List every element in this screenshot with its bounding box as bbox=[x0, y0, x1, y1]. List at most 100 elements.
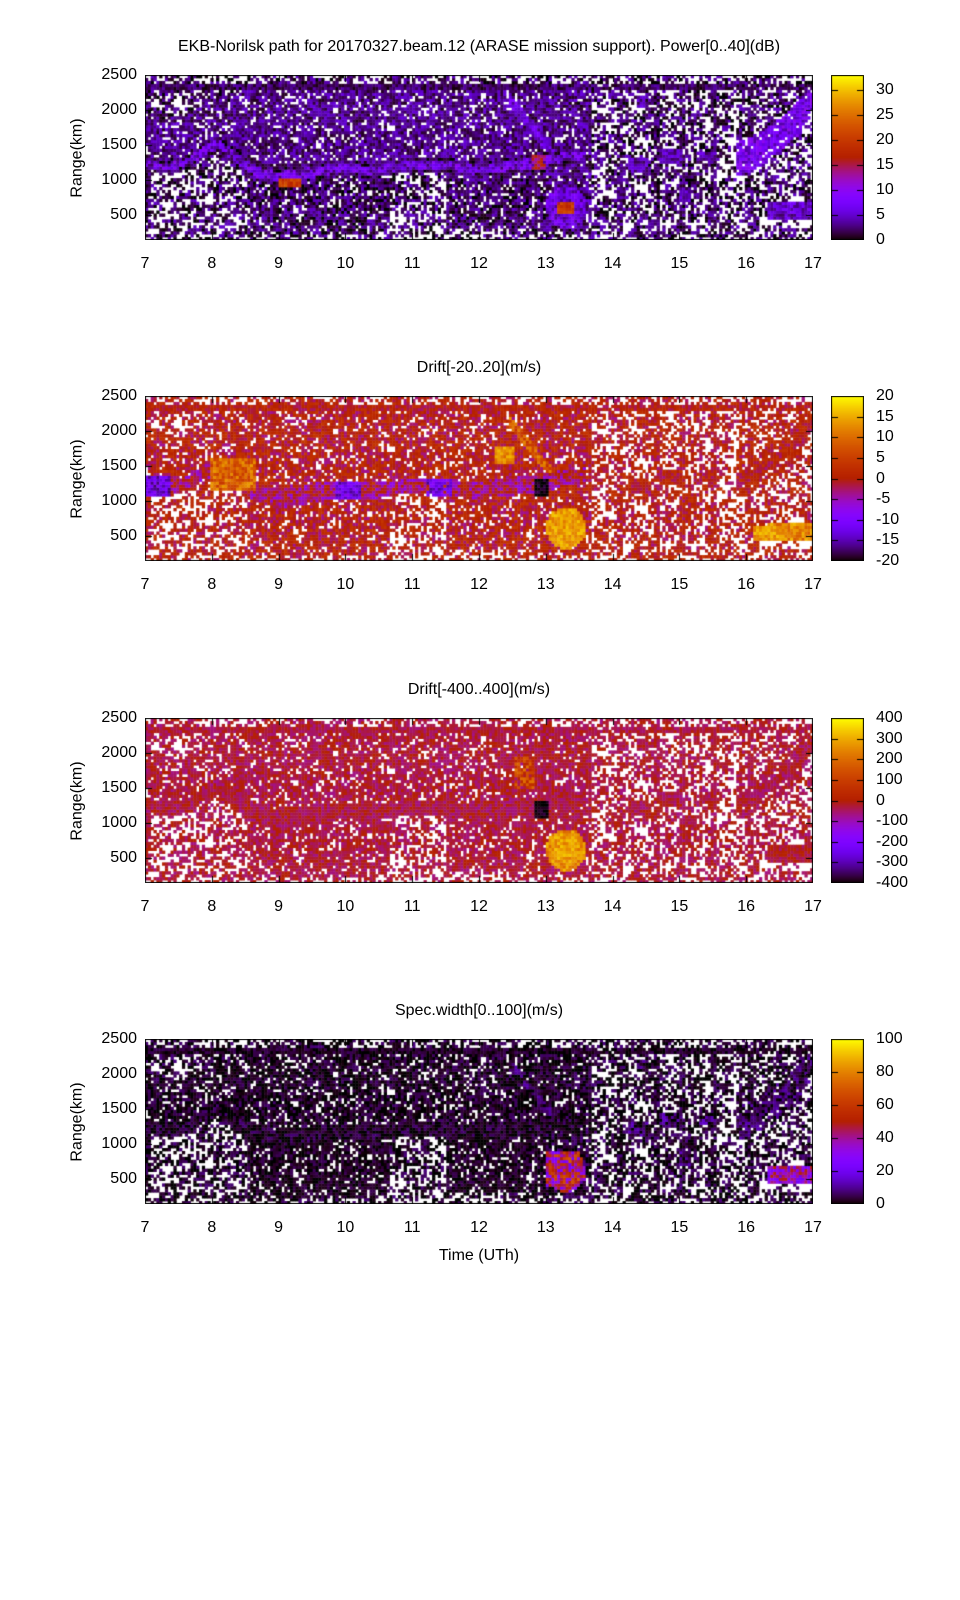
colorbar-tick-label: -300 bbox=[876, 853, 909, 871]
x-tick-label: 11 bbox=[403, 576, 421, 593]
colorbar-tick-label: 25 bbox=[876, 106, 894, 123]
colorbar-tick-label: 20 bbox=[876, 131, 894, 148]
y-tick-label: 1000 bbox=[101, 1135, 137, 1152]
x-tick-label: 8 bbox=[207, 1219, 217, 1236]
y-tick-label: 1500 bbox=[101, 779, 137, 796]
x-tick-label: 11 bbox=[403, 898, 421, 915]
y-tick-label: 2500 bbox=[101, 66, 137, 83]
x-tick-label: 17 bbox=[804, 576, 822, 593]
colorbar-tick-label: -20 bbox=[876, 552, 900, 569]
colorbar-tick-label: 0 bbox=[876, 1195, 885, 1212]
x-tick-label: 16 bbox=[737, 576, 756, 593]
x-tick-label: 9 bbox=[274, 898, 284, 915]
x-tick-label: 16 bbox=[737, 898, 756, 915]
colorbar-tick-label: 0 bbox=[876, 791, 885, 809]
colorbar-tick-label: 80 bbox=[876, 1063, 894, 1080]
x-tick-label: 7 bbox=[140, 898, 150, 915]
colorbar-tick-label: -5 bbox=[876, 490, 891, 508]
x-tick-label: 11 bbox=[403, 255, 421, 272]
colorbar-tick-label: 20 bbox=[876, 1162, 894, 1179]
x-tick-label: 9 bbox=[274, 576, 284, 593]
panel-title-drift20: Drift[-20..20](m/s) bbox=[416, 359, 542, 376]
x-tick-label: 8 bbox=[207, 255, 217, 272]
y-tick-label: 2000 bbox=[101, 744, 137, 761]
colorbar-tick-label: 15 bbox=[876, 407, 894, 425]
y-tick-label: 500 bbox=[110, 1170, 137, 1187]
colorbar-tick-label: -400 bbox=[876, 874, 909, 891]
y-tick-label: 2500 bbox=[101, 387, 137, 404]
colorbar-tick-label: -10 bbox=[876, 510, 900, 528]
x-tick-label: 15 bbox=[670, 255, 689, 272]
x-tick-label: 15 bbox=[670, 1219, 689, 1236]
y-tick-label: 1000 bbox=[101, 814, 137, 831]
x-tick-label: 7 bbox=[140, 1219, 150, 1236]
y-tick-label: 1500 bbox=[101, 136, 137, 153]
colorbar-tick-label: 0 bbox=[876, 231, 885, 248]
x-tick-label: 7 bbox=[140, 255, 150, 272]
x-tick-label: 8 bbox=[207, 898, 217, 915]
colorbar-tick-label: 5 bbox=[876, 448, 885, 466]
x-tick-label: 8 bbox=[207, 576, 217, 593]
y-tick-label: 2500 bbox=[101, 1030, 137, 1047]
colorbar-tick-label: 10 bbox=[876, 428, 894, 446]
colorbar-tick-label: 40 bbox=[876, 1129, 894, 1146]
colorbar-tick-label: 30 bbox=[876, 81, 894, 98]
x-tick-label: 17 bbox=[804, 255, 822, 272]
x-tick-label: 10 bbox=[336, 576, 355, 593]
colorbar-power bbox=[831, 75, 864, 240]
colorbar-tick-label: 300 bbox=[876, 729, 903, 747]
heatmap-canvas-drift20 bbox=[145, 396, 813, 561]
y-tick-label: 2000 bbox=[101, 101, 137, 118]
colorbar-tick-label: 200 bbox=[876, 750, 903, 768]
x-tick-label: 17 bbox=[804, 1219, 822, 1236]
y-tick-label: 1500 bbox=[101, 1100, 137, 1117]
x-tick-label: 14 bbox=[603, 576, 622, 593]
y-tick-label: 1000 bbox=[101, 171, 137, 188]
x-axis-title: Time (UTh) bbox=[438, 1247, 520, 1264]
y-tick-label: 1000 bbox=[101, 492, 137, 509]
y-tick-label: 2000 bbox=[101, 422, 137, 439]
y-tick-label: 1500 bbox=[101, 457, 137, 474]
x-tick-label: 13 bbox=[536, 898, 555, 915]
heatmap-canvas-specwidth bbox=[145, 1039, 813, 1204]
x-tick-label: 17 bbox=[804, 898, 822, 915]
x-tick-label: 10 bbox=[336, 1219, 355, 1236]
x-tick-label: 16 bbox=[737, 255, 756, 272]
colorbar-tick-label: 15 bbox=[876, 156, 894, 173]
x-tick-label: 9 bbox=[274, 255, 284, 272]
y-tick-label: 500 bbox=[110, 527, 137, 544]
colorbar-tick-label: -200 bbox=[876, 832, 909, 850]
y-tick-label: 2000 bbox=[101, 1065, 137, 1082]
x-tick-label: 14 bbox=[603, 898, 622, 915]
x-tick-label: 15 bbox=[670, 898, 689, 915]
panel-title-drift400: Drift[-400..400](m/s) bbox=[407, 681, 551, 698]
y-tick-label: 2500 bbox=[101, 709, 137, 726]
x-tick-label: 10 bbox=[336, 255, 355, 272]
x-tick-label: 7 bbox=[140, 576, 150, 593]
colorbar-tick-label: 400 bbox=[876, 709, 903, 726]
colorbar-tick-label: 5 bbox=[876, 206, 885, 223]
x-tick-label: 14 bbox=[603, 1219, 622, 1236]
colorbar-tick-label: -100 bbox=[876, 812, 909, 830]
colorbar-tick-label: 20 bbox=[876, 387, 894, 404]
colorbar-tick-label: 100 bbox=[876, 1030, 903, 1047]
y-tick-label: 500 bbox=[110, 206, 137, 223]
x-tick-label: 12 bbox=[470, 576, 488, 593]
x-tick-label: 16 bbox=[737, 1219, 756, 1236]
x-tick-label: 12 bbox=[470, 255, 488, 272]
colorbar-tick-label: 10 bbox=[876, 181, 894, 198]
x-tick-label: 9 bbox=[274, 1219, 284, 1236]
colorbar-drift20 bbox=[831, 396, 864, 561]
colorbar-tick-label: 100 bbox=[876, 770, 903, 788]
x-tick-label: 15 bbox=[670, 576, 689, 593]
x-tick-label: 11 bbox=[403, 1219, 421, 1236]
colorbar-drift400 bbox=[831, 718, 864, 883]
panel-title-power: EKB-Norilsk path for 20170327.beam.12 (A… bbox=[177, 38, 781, 55]
x-tick-label: 12 bbox=[470, 898, 488, 915]
colorbar-tick-label: -15 bbox=[876, 531, 900, 549]
colorbar-tick-label: 0 bbox=[876, 469, 885, 487]
x-tick-label: 12 bbox=[470, 1219, 488, 1236]
colorbar-specwidth bbox=[831, 1039, 864, 1204]
heatmap-canvas-drift400 bbox=[145, 718, 813, 883]
